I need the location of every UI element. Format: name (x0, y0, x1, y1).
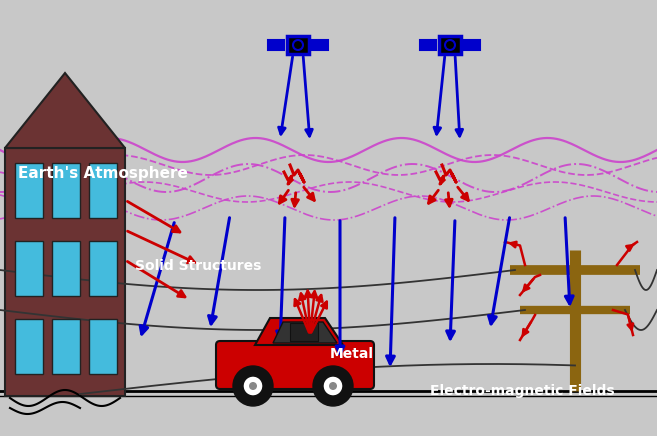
Circle shape (243, 376, 263, 396)
Bar (89, 163, 117, 218)
Circle shape (293, 40, 303, 50)
Bar (15, 163, 43, 218)
Circle shape (313, 366, 353, 406)
Circle shape (323, 376, 343, 396)
Polygon shape (5, 73, 125, 148)
Bar (290, 323, 318, 341)
Circle shape (445, 40, 455, 50)
Bar (312, 40, 328, 50)
Text: Electro-magnetic Fields: Electro-magnetic Fields (430, 384, 615, 398)
Bar (89, 241, 117, 296)
Bar (287, 36, 309, 54)
Bar (420, 40, 436, 50)
Bar (52, 163, 80, 218)
Polygon shape (255, 318, 343, 345)
Bar (464, 40, 480, 50)
Bar (15, 319, 43, 374)
Bar (439, 36, 461, 54)
Polygon shape (273, 322, 337, 343)
Bar (5, 148, 125, 396)
Bar (15, 241, 43, 296)
Circle shape (329, 382, 337, 390)
Bar (268, 40, 284, 50)
Text: Earth's Atmosphere: Earth's Atmosphere (18, 166, 188, 181)
Circle shape (233, 366, 273, 406)
Bar (52, 319, 80, 374)
Text: Metal: Metal (330, 347, 374, 361)
Circle shape (249, 382, 257, 390)
Text: Solid Structures: Solid Structures (135, 259, 261, 273)
FancyBboxPatch shape (216, 341, 374, 389)
Bar (89, 319, 117, 374)
Bar (52, 241, 80, 296)
